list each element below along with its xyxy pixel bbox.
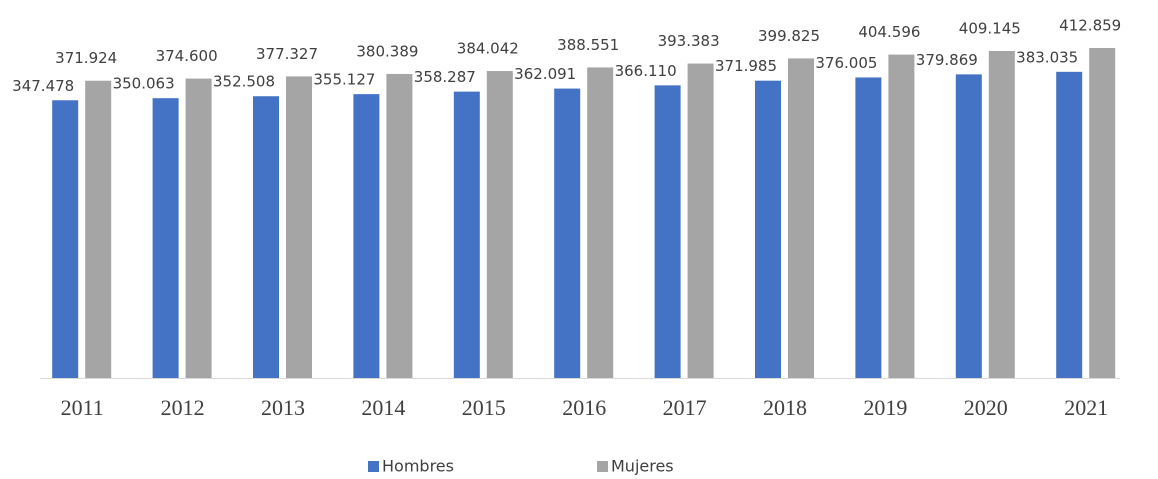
x-tick-label: 2021 [1064, 395, 1108, 420]
data-label: 388.551 [557, 36, 619, 54]
legend-swatch [597, 461, 608, 472]
bar [185, 78, 212, 378]
data-label: 377.327 [256, 45, 318, 63]
bar [687, 63, 714, 378]
data-label: 412.859 [1059, 17, 1121, 35]
data-label: 347.478 [12, 77, 74, 95]
bar [453, 91, 480, 379]
data-label: 374.600 [156, 47, 218, 65]
bar [855, 77, 882, 378]
data-label: 376.005 [815, 54, 877, 72]
data-label: 383.035 [1016, 48, 1078, 66]
x-tick-label: 2013 [261, 395, 305, 420]
data-label: 393.383 [658, 32, 720, 50]
x-tick-label: 2018 [763, 395, 807, 420]
bar [152, 98, 179, 378]
legend-label: Hombres [382, 457, 454, 476]
data-label: 366.110 [615, 62, 677, 80]
data-label: 384.042 [457, 40, 519, 58]
data-label: 358.287 [414, 68, 476, 86]
bar [988, 50, 1015, 378]
data-label: 350.063 [113, 75, 175, 93]
x-tick-label: 2020 [964, 395, 1008, 420]
bar [52, 100, 79, 379]
bar [386, 73, 413, 378]
legend-swatch [368, 461, 379, 472]
bar [1089, 48, 1116, 378]
legend-label: Mujeres [611, 457, 674, 476]
bar [888, 54, 915, 379]
data-label: 371.924 [55, 49, 117, 67]
data-label: 371.985 [715, 57, 777, 75]
x-tick-label: 2011 [61, 395, 104, 420]
bar [486, 71, 513, 378]
x-tick-label: 2012 [161, 395, 205, 420]
x-tick-label: 2016 [562, 395, 606, 420]
bar [755, 80, 781, 378]
x-tick-label: 2017 [663, 395, 707, 420]
data-label: 352.508 [213, 73, 275, 91]
bar [286, 76, 312, 378]
bar [253, 96, 279, 378]
x-tick-label: 2014 [361, 395, 405, 420]
data-label: 399.825 [758, 27, 820, 45]
data-label: 380.389 [356, 42, 418, 60]
data-label: 404.596 [858, 23, 920, 41]
bar [654, 85, 681, 379]
data-label: 355.127 [313, 71, 375, 89]
bar [85, 80, 112, 379]
bar [587, 67, 614, 378]
bar [1056, 71, 1083, 379]
x-tick-label: 2019 [863, 395, 907, 420]
data-label: 379.869 [916, 51, 978, 69]
bar [554, 88, 581, 378]
bar [788, 58, 814, 379]
data-label: 362.091 [514, 65, 576, 83]
x-tick-label: 2015 [462, 395, 506, 420]
bar [955, 74, 982, 378]
data-label: 409.145 [959, 19, 1021, 37]
bar [353, 94, 380, 378]
